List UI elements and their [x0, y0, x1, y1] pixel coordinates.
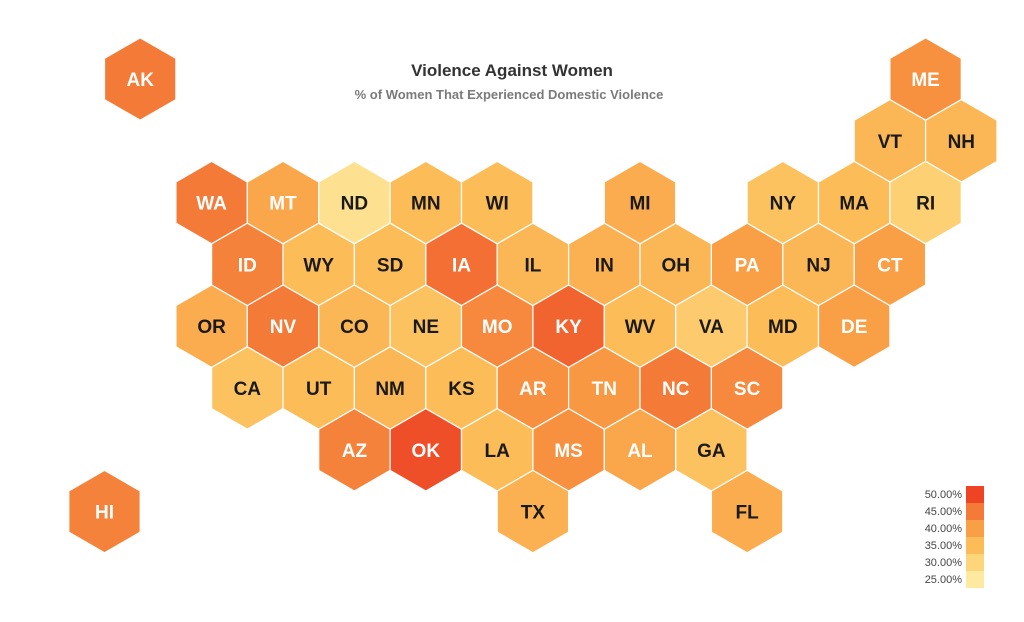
- state-label: NY: [770, 194, 797, 215]
- state-label: VT: [878, 132, 903, 153]
- state-hex-tx[interactable]: TX: [496, 469, 570, 554]
- state-label: MI: [629, 194, 650, 215]
- state-hex-ia[interactable]: IA: [425, 222, 498, 307]
- legend-swatch: [966, 520, 984, 537]
- hex-shape[interactable]: [103, 37, 177, 121]
- state-label: OH: [661, 255, 690, 276]
- state-hex-ri[interactable]: RI: [889, 160, 962, 245]
- state-label: WI: [486, 194, 509, 215]
- state-label: AL: [627, 441, 653, 462]
- hex-shape[interactable]: [68, 469, 141, 554]
- state-label: IN: [595, 255, 614, 276]
- state-label: RI: [916, 194, 935, 215]
- state-hex-nj[interactable]: NJ: [782, 222, 855, 307]
- state-hex-ak[interactable]: AK: [103, 37, 177, 121]
- state-label: GA: [697, 441, 726, 462]
- state-hex-fl[interactable]: FL: [710, 469, 784, 554]
- hex-shape[interactable]: [817, 284, 891, 369]
- state-label: WV: [625, 317, 656, 338]
- hex-shape[interactable]: [710, 469, 784, 554]
- state-label: IL: [524, 255, 541, 276]
- state-label: MO: [482, 317, 513, 338]
- state-hex-hi[interactable]: HI: [68, 469, 141, 554]
- state-label: AK: [126, 70, 154, 91]
- state-hex-ne[interactable]: NE: [389, 284, 463, 369]
- legend-label: 40.00%: [925, 523, 963, 535]
- state-label: FL: [735, 503, 759, 524]
- color-legend: 50.00% 45.00% 40.00% 35.00% 30.00% 25.00%: [925, 486, 984, 588]
- state-hex-mi[interactable]: MI: [603, 160, 677, 245]
- state-hex-pa[interactable]: PA: [710, 222, 784, 307]
- state-label: TN: [592, 379, 617, 400]
- legend-label: 30.00%: [925, 557, 963, 569]
- state-hex-oh[interactable]: OH: [639, 222, 712, 307]
- state-hex-wi[interactable]: WI: [460, 160, 534, 245]
- state-label: MD: [768, 317, 798, 338]
- state-label: ID: [238, 255, 257, 276]
- state-label: CO: [340, 317, 369, 338]
- legend-label: 25.00%: [925, 574, 963, 586]
- state-label: MN: [411, 194, 441, 215]
- state-label: WA: [196, 194, 227, 215]
- state-label: OR: [197, 317, 226, 338]
- state-hex-ga[interactable]: GA: [675, 407, 748, 492]
- state-label: ME: [911, 70, 940, 91]
- legend-swatch: [966, 486, 984, 503]
- state-label: UT: [306, 379, 332, 400]
- state-label: LA: [485, 441, 511, 462]
- legend-swatch: [966, 554, 984, 571]
- chart-subtitle: % of Women That Experienced Domestic Vio…: [355, 87, 664, 102]
- legend-label: 50.00%: [925, 489, 963, 501]
- state-label: AZ: [342, 441, 368, 462]
- state-label: SC: [734, 379, 761, 400]
- state-hex-nm[interactable]: NM: [353, 346, 427, 430]
- state-label: AR: [519, 379, 547, 400]
- state-label: ND: [341, 194, 368, 215]
- state-label: MA: [839, 194, 869, 215]
- state-label: DE: [841, 317, 867, 338]
- legend-swatch: [966, 571, 984, 588]
- state-label: CA: [234, 379, 262, 400]
- state-label: CT: [877, 255, 903, 276]
- state-hex-wv[interactable]: WV: [603, 284, 677, 369]
- state-label: OK: [412, 441, 441, 462]
- state-label: NJ: [806, 255, 830, 276]
- state-label: PA: [735, 255, 760, 276]
- legend-swatch: [966, 503, 984, 520]
- state-label: KY: [555, 317, 582, 338]
- state-hex-de[interactable]: DE: [817, 284, 891, 369]
- state-label: TX: [521, 503, 546, 524]
- state-label: VA: [699, 317, 724, 338]
- chart-title: Violence Against Women: [411, 61, 613, 80]
- state-hex-me[interactable]: ME: [889, 37, 962, 121]
- hex-tiles: AK ME VT NH WA MT ND MN WI MI NY MA RI ID WY SD IA IL IN OH…: [68, 37, 998, 554]
- state-label: NC: [662, 379, 690, 400]
- state-label: MS: [554, 441, 583, 462]
- state-label: NV: [270, 317, 297, 338]
- state-label: KS: [448, 379, 474, 400]
- state-label: HI: [95, 503, 114, 524]
- state-hex-ct[interactable]: CT: [853, 222, 927, 307]
- legend-swatch: [966, 537, 984, 554]
- state-label: WY: [303, 255, 334, 276]
- state-hex-va[interactable]: VA: [675, 284, 748, 369]
- state-label: IA: [452, 255, 471, 276]
- hex-shape[interactable]: [496, 469, 570, 554]
- legend-label: 45.00%: [925, 506, 963, 518]
- state-label: NM: [375, 379, 405, 400]
- state-hex-mo[interactable]: MO: [460, 284, 534, 369]
- state-label: MT: [269, 194, 297, 215]
- state-hex-ny[interactable]: NY: [746, 160, 820, 245]
- state-label: SD: [377, 255, 403, 276]
- state-label: NE: [413, 317, 439, 338]
- legend-label: 35.00%: [925, 540, 963, 552]
- state-label: NH: [948, 132, 975, 153]
